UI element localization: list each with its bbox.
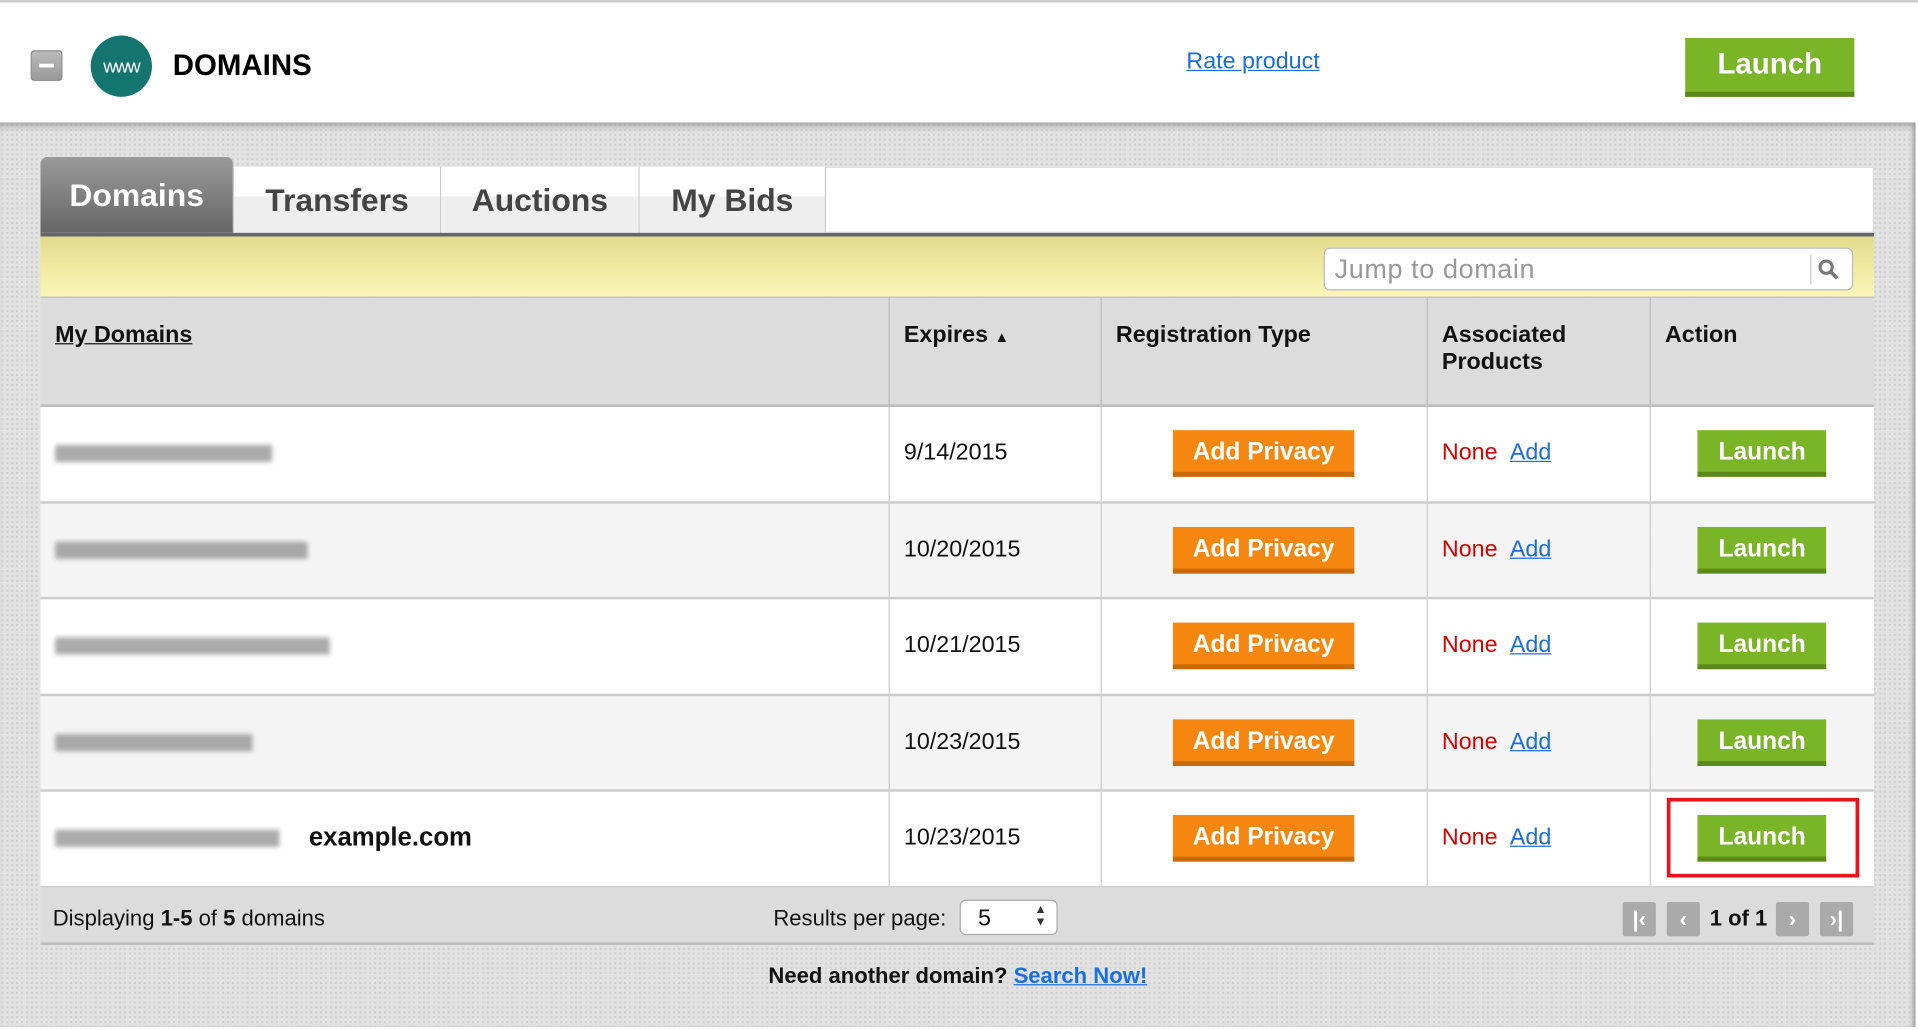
products-cell: None Add [1426, 598, 1651, 696]
launch-button[interactable]: Launch [1697, 719, 1827, 766]
domain-cell[interactable]: example.com [40, 790, 890, 888]
collapse-button[interactable] [30, 50, 63, 81]
products-cell: None Add [1426, 501, 1651, 600]
col-associated-products: Associated Products [1426, 297, 1651, 407]
first-page-button[interactable]: |‹ [1622, 902, 1656, 937]
tab-my-bids[interactable]: My Bids [639, 166, 827, 233]
expires-cell: 10/23/2015 [888, 694, 1102, 792]
action-cell: Launch [1649, 501, 1874, 600]
results-per-page-select[interactable]: 5 ▲ ▼ [959, 899, 1058, 936]
add-product-link[interactable]: Add [1509, 632, 1552, 659]
action-cell: Launch [1649, 598, 1874, 696]
www-logo-icon: www [90, 35, 152, 97]
search-now-link[interactable]: Search Now! [1013, 963, 1148, 988]
col-my-domains[interactable]: My Domains [40, 297, 890, 407]
expires-cell: 10/23/2015 [888, 790, 1102, 888]
results-per-page-label: Results per page: [773, 905, 947, 931]
select-arrows-icon: ▲ ▼ [1034, 903, 1047, 930]
expires-cell: 10/21/2015 [888, 598, 1102, 696]
table-row: 10/23/2015 Add Privacy None Add Launch [40, 694, 1874, 792]
products-none: None [1441, 632, 1498, 659]
col-action: Action [1649, 297, 1874, 407]
tab-transfers[interactable]: Transfers [234, 166, 442, 233]
registration-cell: Add Privacy [1100, 694, 1428, 792]
action-cell: Launch [1649, 694, 1874, 792]
app-title: DOMAINS [172, 49, 312, 83]
tab-divider [40, 232, 1874, 237]
launch-button[interactable]: Launch [1697, 622, 1827, 670]
tab-auctions[interactable]: Auctions [441, 166, 640, 233]
table-row: 9/14/2015 Add Privacy None Add Launch [40, 405, 1874, 504]
add-product-link[interactable]: Add [1509, 728, 1552, 755]
registration-cell: Add Privacy [1100, 501, 1428, 600]
add-privacy-button[interactable]: Add Privacy [1172, 815, 1355, 862]
domain-cell[interactable] [40, 501, 890, 600]
products-cell: None Add [1426, 790, 1651, 888]
tab-domains[interactable]: Domains [40, 156, 235, 233]
displaying-text: Displaying 1-5 of 5 domains [52, 905, 325, 931]
domain-cell[interactable] [40, 598, 890, 696]
domain-name: example.com [308, 823, 472, 853]
add-product-link[interactable]: Add [1509, 440, 1552, 467]
jump-to-domain-input[interactable]: Jump to domain [1323, 247, 1854, 291]
blurred-domain [55, 541, 308, 559]
domain-cell[interactable] [40, 694, 890, 792]
products-cell: None Add [1426, 405, 1651, 504]
add-product-link[interactable]: Add [1509, 536, 1552, 563]
sort-asc-icon: ▲ [994, 328, 1010, 346]
expires-cell: 9/14/2015 [888, 405, 1102, 504]
expires-cell: 10/20/2015 [888, 501, 1102, 600]
sort-my-domains-link[interactable]: My Domains [55, 322, 193, 349]
next-page-button[interactable]: › [1775, 902, 1809, 937]
registration-cell: Add Privacy [1100, 790, 1428, 888]
blurred-domain [55, 830, 280, 848]
launch-button[interactable]: Launch [1697, 526, 1827, 574]
table-row: 10/21/2015 Add Privacy None Add Launch [40, 598, 1874, 696]
page-info: 1 of 1 [1709, 905, 1768, 931]
products-none: None [1441, 825, 1498, 851]
products-none: None [1441, 536, 1498, 563]
launch-button[interactable]: Launch [1697, 430, 1827, 478]
blurred-domain [55, 733, 253, 751]
search-icon[interactable] [1810, 254, 1839, 285]
registration-cell: Add Privacy [1100, 405, 1428, 504]
products-none: None [1441, 728, 1498, 755]
registration-cell: Add Privacy [1100, 598, 1428, 696]
last-page-button[interactable]: ›| [1820, 902, 1854, 937]
highlight-box [1666, 797, 1860, 878]
products-cell: None Add [1426, 694, 1651, 792]
table-row: 10/20/2015 Add Privacy None Add Launch [40, 501, 1874, 600]
add-product-link[interactable]: Add [1509, 825, 1552, 851]
domains-table: My Domains Expires ▲ Registration Type A… [40, 297, 1874, 888]
blurred-domain [55, 637, 330, 655]
products-none: None [1441, 440, 1498, 467]
launch-button-top[interactable]: Launch [1685, 37, 1855, 97]
top-bar: www DOMAINS Rate product Launch [0, 0, 1918, 123]
col-expires[interactable]: Expires ▲ [888, 297, 1102, 407]
rate-product-link[interactable]: Rate product [1186, 49, 1320, 75]
search-placeholder: Jump to domain [1334, 253, 1536, 285]
add-privacy-button[interactable]: Add Privacy [1172, 719, 1355, 766]
expires-label: Expires [903, 322, 989, 349]
domain-cell[interactable] [40, 405, 890, 504]
col-registration-type: Registration Type [1100, 297, 1428, 407]
need-another-domain: Need another domain? Search Now! [768, 963, 1148, 988]
table-row: example.com 10/23/2015 Add Privacy None A… [40, 790, 1874, 888]
table-footer: Displaying 1-5 of 5 domains Results per … [40, 887, 1874, 945]
action-cell: Launch [1649, 790, 1874, 888]
launch-button[interactable]: Launch [1697, 815, 1827, 862]
add-privacy-button[interactable]: Add Privacy [1172, 526, 1355, 574]
add-privacy-button[interactable]: Add Privacy [1172, 430, 1355, 478]
add-privacy-button[interactable]: Add Privacy [1172, 622, 1355, 670]
blurred-domain [55, 445, 273, 463]
action-cell: Launch [1649, 405, 1874, 504]
prev-page-button[interactable]: ‹ [1666, 902, 1700, 937]
